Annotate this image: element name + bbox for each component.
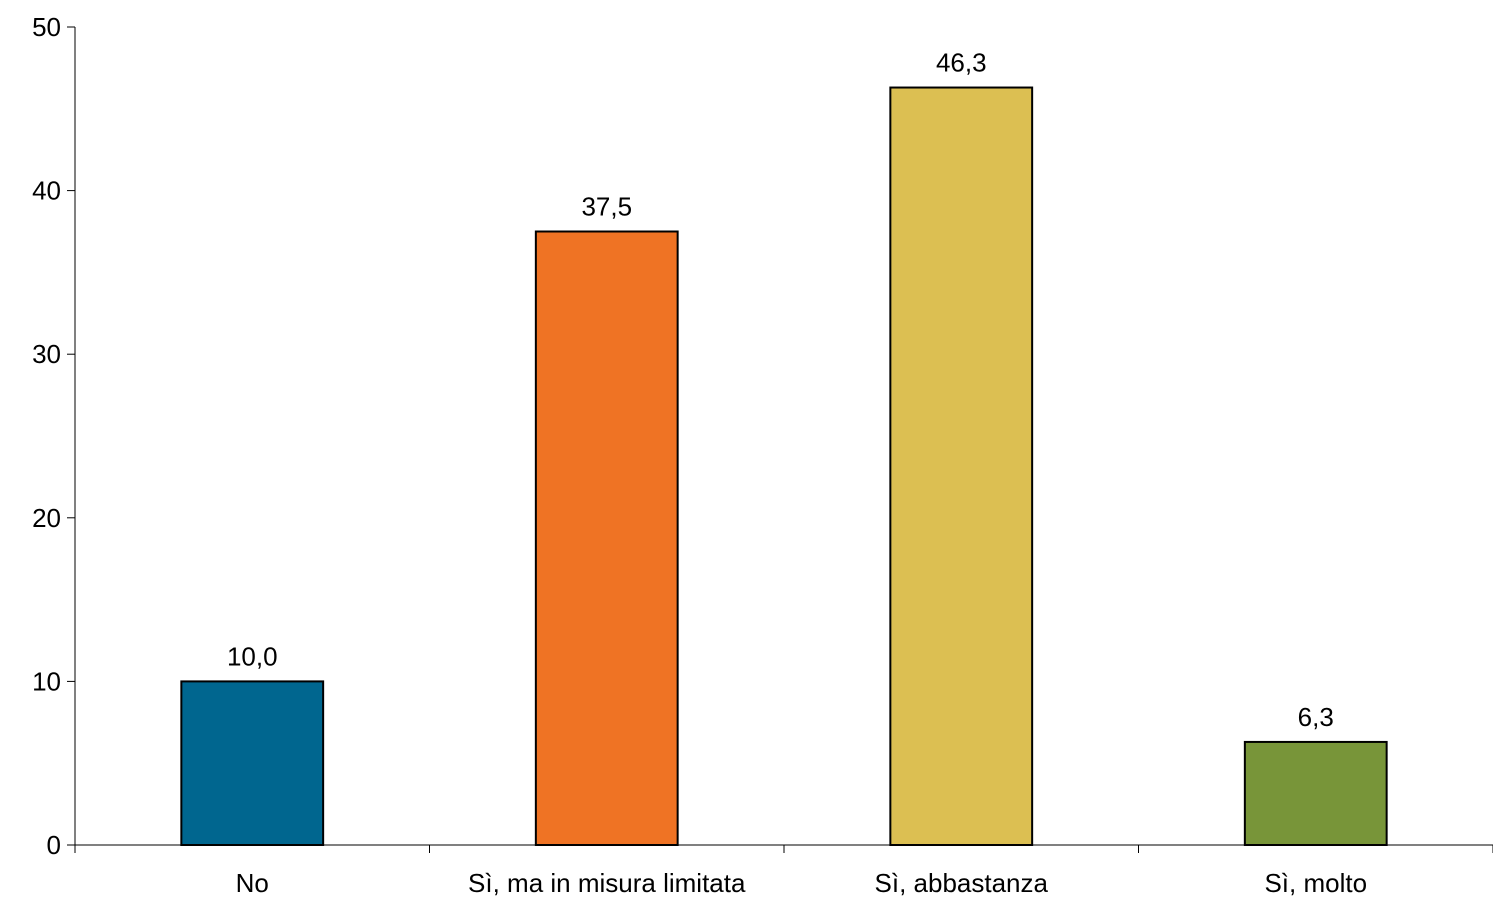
x-tick-label: Sì, abbastanza [875, 868, 1049, 897]
y-tick-label: 10 [32, 666, 61, 696]
x-tick-label: Sì, ma in misura limitata [468, 868, 746, 897]
chart-bars [180, 86, 1388, 847]
x-tick-label: No [236, 868, 269, 897]
data-label: 46,3 [936, 48, 987, 78]
y-tick-label: 30 [32, 339, 61, 369]
bar [889, 86, 1034, 847]
bar [180, 680, 325, 847]
data-label: 10,0 [227, 641, 278, 671]
y-tick-label: 40 [32, 176, 61, 206]
chart-labels: 10,0 No 37,5 Sì, ma in misura limitata 46,3 S… [227, 48, 1367, 897]
bar [534, 230, 679, 846]
y-tick-label: 50 [32, 12, 61, 42]
y-tick-label: 0 [47, 830, 61, 860]
x-tick-label: Sì, molto [1264, 868, 1367, 897]
bar [1243, 740, 1388, 847]
data-label: 37,5 [581, 192, 632, 222]
y-tick-label: 20 [32, 503, 61, 533]
data-label: 6,3 [1298, 702, 1334, 732]
